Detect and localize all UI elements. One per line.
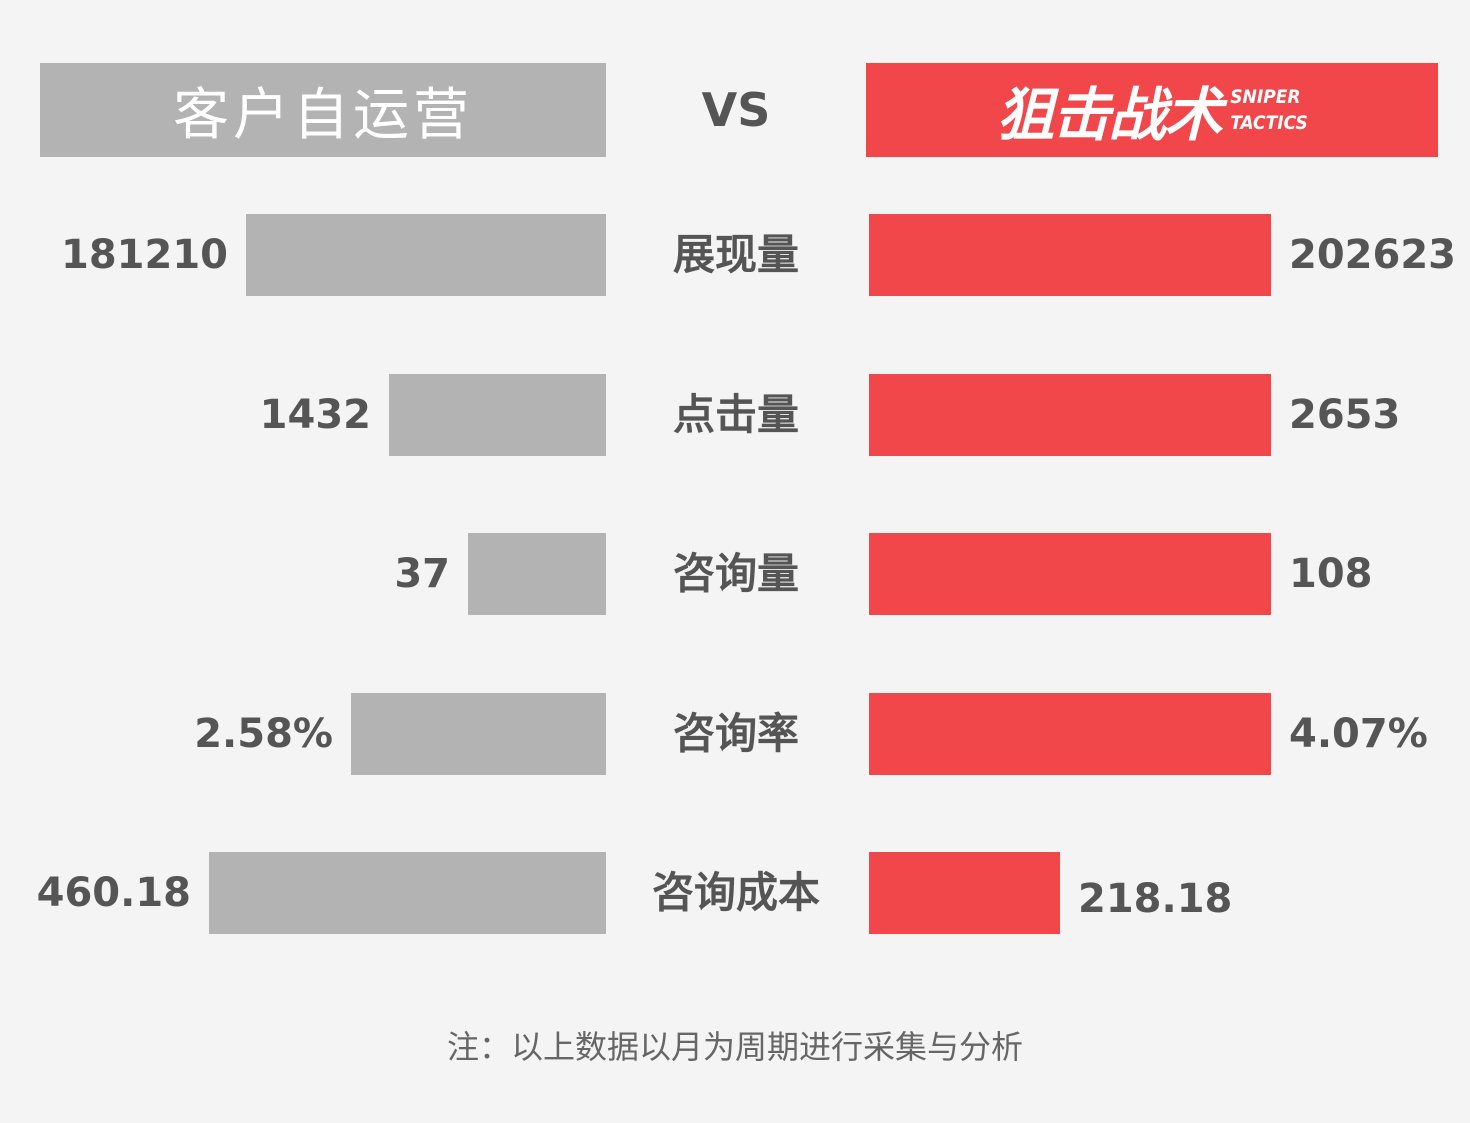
header-left-banner: 客户自运营: [40, 63, 606, 157]
bar-right-value: 202623: [1289, 232, 1456, 278]
bar-right-value: 2653: [1289, 391, 1401, 438]
bar-right: [869, 852, 1060, 934]
category-label: 咨询率: [672, 708, 799, 758]
bar-left: [246, 214, 606, 296]
bar-left: [389, 373, 606, 456]
brand-logo-sub2: TACTICS: [1230, 112, 1308, 134]
bar-right: [869, 214, 1271, 296]
bar-left-value: 2.58%: [194, 710, 333, 757]
bar-right: [869, 692, 1271, 775]
left-title: 客户自运营: [173, 82, 473, 148]
brand-logo-subtitle: SNIPER TACTICS: [1230, 84, 1308, 136]
bar-left-value: 460.18: [36, 870, 191, 916]
footnote: 注：以上数据以月为周期进行采集与分析: [446, 1028, 1023, 1066]
bar-left-value: 1432: [259, 391, 371, 438]
vs-label: VS: [701, 83, 771, 137]
bar-right-value: 108: [1289, 551, 1373, 597]
bar-left: [351, 692, 606, 775]
brand-logo: 狙击战术: [996, 81, 1222, 149]
category-label: 咨询成本: [651, 868, 820, 917]
bar-left-value: 181210: [61, 232, 228, 278]
bar-left-value: 37: [394, 551, 450, 597]
category-label: 咨询量: [672, 549, 799, 598]
header-right-banner: 狙击战术 SNIPER TACTICS: [866, 63, 1438, 157]
bar-left: [468, 533, 606, 615]
bar-right: [869, 533, 1271, 615]
bar-right-value: 4.07%: [1289, 710, 1428, 757]
bar-left: [209, 852, 606, 934]
bar-right: [869, 373, 1271, 456]
category-label: 展现量: [672, 230, 799, 279]
brand-logo-sub1: SNIPER: [1230, 86, 1301, 108]
category-label: 点击量: [672, 389, 799, 439]
bar-right-value: 218.18: [1078, 876, 1233, 922]
